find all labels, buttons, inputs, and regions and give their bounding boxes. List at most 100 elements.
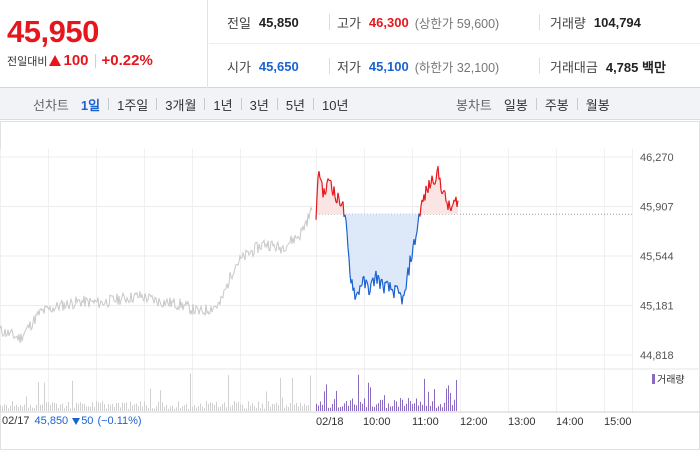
chart-frame (0, 121, 700, 450)
today-line-segment (355, 292, 358, 297)
volume-bar (332, 404, 333, 411)
volume-bar (440, 404, 441, 411)
prev-day-change: 50 (81, 415, 94, 427)
volume-bar (174, 408, 175, 411)
period-5y[interactable]: 5년 (285, 97, 306, 113)
today-line-segment (358, 285, 361, 295)
quote-header: 45,950 전일대비 100 +0.22% 전일 45,850 고가 46,3… (0, 0, 700, 88)
volume-bar (224, 402, 225, 411)
volume-bar (196, 407, 197, 411)
volume-bar (122, 402, 123, 411)
period-1y[interactable]: 1년 (213, 97, 233, 113)
volume-bar (328, 407, 329, 411)
volume-bar (388, 403, 389, 411)
change-value: 100 (63, 52, 89, 69)
period-10y[interactable]: 10년 (322, 97, 349, 113)
change-percent: +0.22% (101, 52, 153, 69)
volume-bar (30, 404, 31, 411)
volume-bar (180, 408, 181, 411)
today-line-segment (377, 274, 380, 278)
volume-bar (186, 403, 187, 411)
period-1d[interactable]: 1일 (80, 97, 101, 113)
volume-bar (410, 401, 411, 411)
volume-bar (378, 403, 379, 411)
volume-bar (54, 402, 55, 411)
volume-bar (240, 404, 241, 411)
volume-bar (104, 404, 105, 411)
volume-bar (86, 406, 87, 411)
today-line-segment (359, 285, 362, 287)
divider (108, 98, 110, 110)
volume-bar (176, 407, 177, 411)
prev-day-line (0, 205, 313, 344)
volume-bar (140, 401, 141, 411)
today-line-segment (334, 196, 337, 203)
quote-stats: 전일 45,850 고가 46,300 (상한가 59,600) 거래량 104… (209, 0, 700, 88)
volume-bar (46, 402, 47, 411)
volume-bar (208, 403, 209, 411)
period-3y[interactable]: 3년 (249, 97, 269, 113)
volume-bar (446, 388, 447, 411)
volume-bar (198, 406, 199, 411)
volume-bar (352, 398, 353, 411)
divider (204, 98, 206, 110)
volume-bar (290, 402, 291, 411)
today-line-segment (393, 285, 396, 299)
x-tick-label: 15:00 (604, 416, 632, 428)
volume-bar (432, 401, 433, 411)
volume-bar (306, 405, 307, 411)
prev-close-label: 전일 (227, 15, 251, 31)
volume-bar (36, 404, 37, 411)
change-row: 전일대비 100 +0.22% (7, 52, 153, 69)
today-line-segment (315, 196, 318, 220)
volume-bar (80, 402, 81, 411)
volume-bar (32, 407, 33, 411)
volume-bar (124, 403, 125, 411)
volume-bar (294, 404, 295, 411)
today-line-segment (439, 177, 442, 191)
volume-bar (326, 384, 327, 411)
volume-bar (310, 375, 311, 411)
volume-bar (286, 405, 287, 411)
volume-bar (370, 387, 371, 411)
volume-bar (18, 407, 19, 411)
today-line-segment (401, 295, 404, 305)
turnover: 거래대금 4,785 백만 (550, 44, 666, 88)
prev-close-value: 45,850 (258, 14, 299, 30)
period-3m[interactable]: 3개월 (165, 97, 197, 113)
volume-bar (10, 405, 11, 411)
x-tick-label: 11:00 (412, 416, 439, 428)
today-line-segment (370, 279, 373, 284)
volume-bar (168, 408, 169, 411)
candle-weekly[interactable]: 주봉 (544, 97, 569, 113)
volume-bar (200, 403, 201, 411)
volume-bar (98, 402, 99, 411)
volume-bar (400, 398, 401, 411)
volume-bar (118, 403, 119, 411)
candle-daily[interactable]: 일봉 (503, 97, 528, 113)
volume-bar (264, 408, 265, 411)
volume-bar (8, 408, 9, 411)
volume-bar (238, 401, 239, 411)
today-line-segment (408, 255, 411, 276)
today-line-segment (404, 289, 407, 291)
period-1w[interactable]: 1주일 (117, 97, 149, 113)
candle-monthly[interactable]: 월봉 (585, 97, 610, 113)
price-chart[interactable]: 44,818 45,181 45,544 45,907 46,270 02/18 10:0… (0, 121, 700, 450)
volume-bar (418, 405, 419, 411)
volume-bar (126, 402, 127, 411)
volume-bar (78, 403, 79, 411)
volume-bar (244, 408, 245, 411)
volume-bar (22, 406, 23, 411)
volume-bar (74, 407, 75, 411)
down-area-fill (316, 214, 458, 305)
today-line-segment (348, 258, 351, 275)
volume-bar (438, 406, 439, 411)
volume-bar (144, 401, 145, 411)
volume-bar (242, 404, 243, 411)
volume-bar (156, 406, 157, 411)
volume-bar (128, 408, 129, 411)
volume-bar (338, 407, 339, 411)
volume-bar (420, 401, 421, 411)
today-line-segment (360, 284, 363, 287)
